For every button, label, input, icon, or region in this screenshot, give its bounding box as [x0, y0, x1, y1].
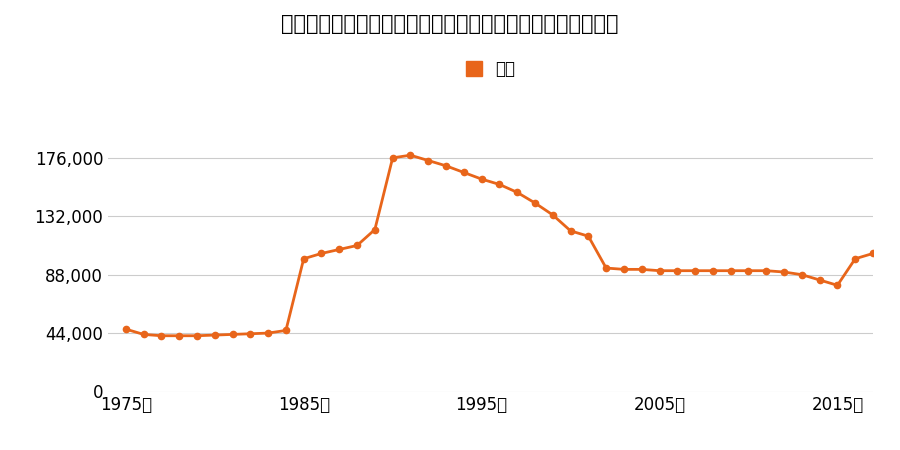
- Text: 岡山県倉敷市日の出町１丁目３０６番７ほか１筆の地価推移: 岡山県倉敷市日の出町１丁目３０６番７ほか１筆の地価推移: [281, 14, 619, 33]
- Legend: 価格: 価格: [465, 60, 516, 78]
